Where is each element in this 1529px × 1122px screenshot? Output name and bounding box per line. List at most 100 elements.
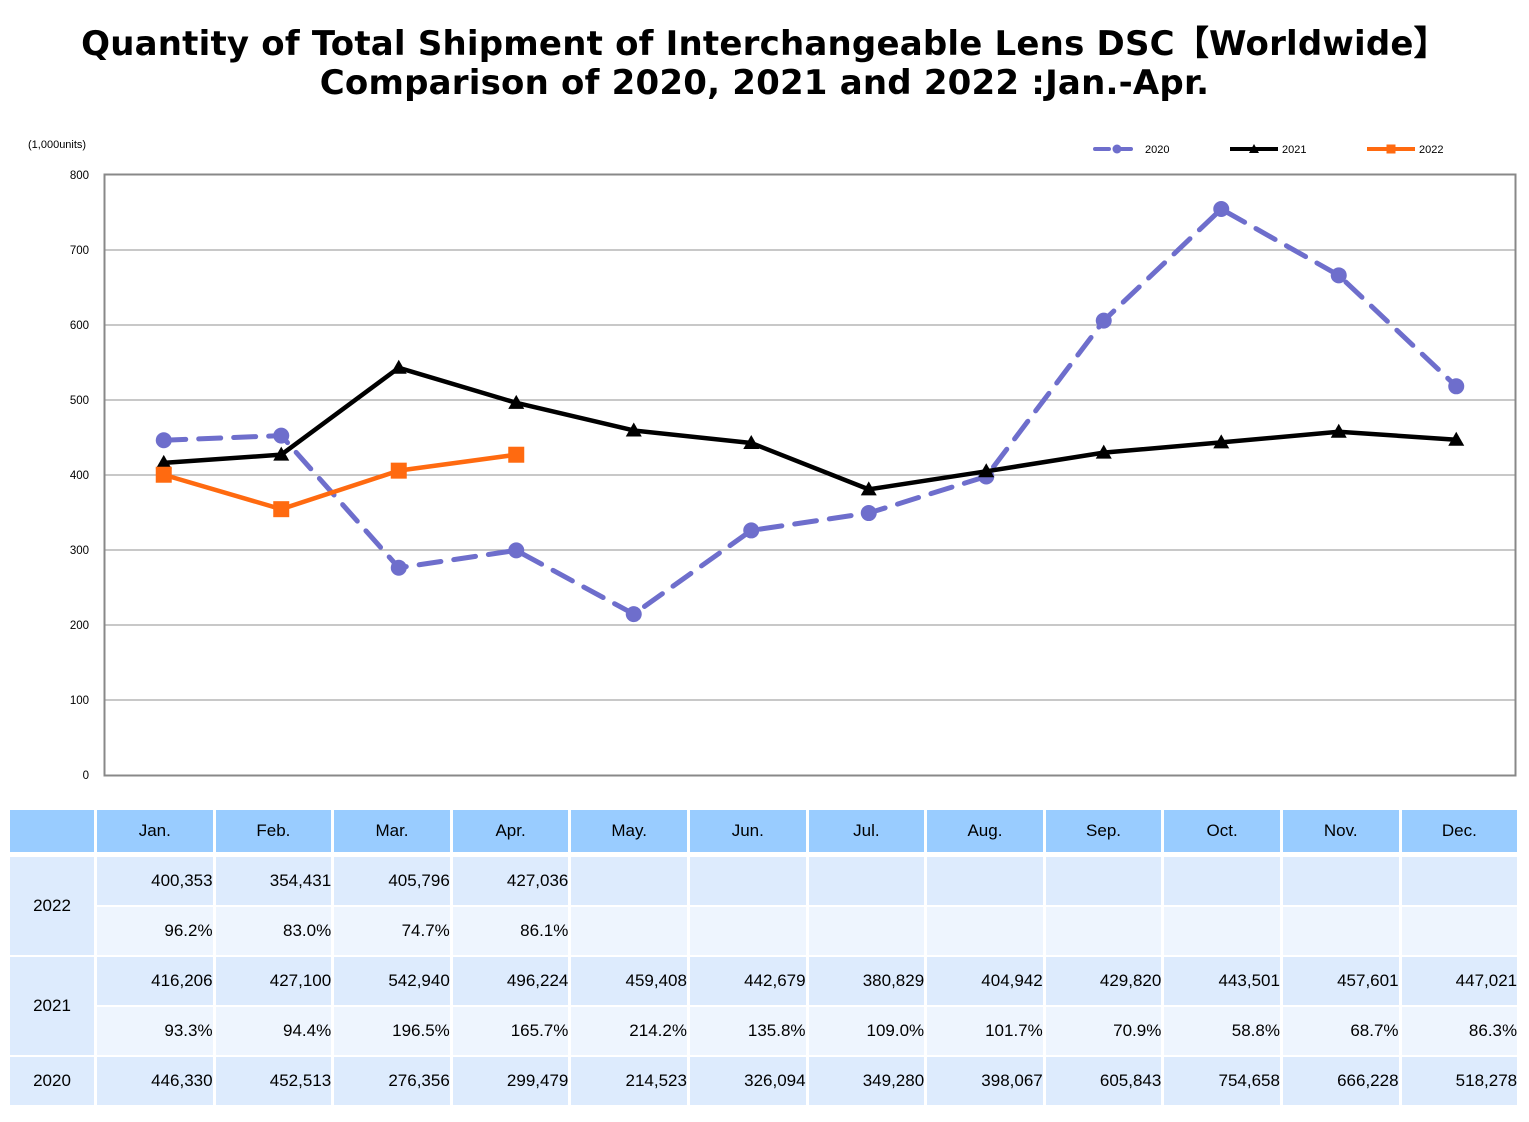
column-header: Jan. [97, 810, 213, 857]
data-point-2021-nov [1330, 423, 1347, 438]
chart-title-line-1: Quantity of Total Shipment of Interchang… [81, 24, 1448, 64]
y-tick-label: 700 [70, 245, 89, 257]
data-point-2021-jul [860, 481, 877, 496]
series-line-2022 [163, 452, 517, 512]
series-line-2020 [161, 206, 1459, 617]
column-header: Sep. [1045, 810, 1162, 857]
units-cell: 354,431 [215, 857, 332, 907]
column-header: May. [571, 810, 687, 857]
column-header: Dec. [1401, 810, 1518, 857]
legend-label-2022: 2022 [1419, 144, 1443, 156]
column-header: Apr. [452, 810, 569, 857]
units-cell: 442,679 [689, 957, 806, 1007]
units-cell: 404,942 [927, 957, 1043, 1007]
ratio-cell: 58.8% [1164, 1007, 1280, 1057]
legend-marker-2021 [1249, 144, 1259, 153]
data-point-2021-sep [1095, 444, 1112, 459]
column-header: Jun. [689, 810, 806, 857]
ratio-cell: 83.0% [215, 907, 332, 957]
data-point-2020-jun [743, 522, 760, 539]
legend-label-2020: 2020 [1145, 144, 1169, 156]
data-point-2021-aug [978, 463, 995, 478]
units-cell [1282, 857, 1399, 907]
ratio-cell [1164, 907, 1280, 957]
chart-title-line-2: Comparison of 2020, 2021 and 2022 :Jan.-… [319, 63, 1210, 103]
legend-item-2022: 2022 [1367, 144, 1443, 156]
legend-item-2020: 2020 [1093, 144, 1169, 156]
table-row-units-2021: 2021 416,206 427,100 542,940 496,224 459,408 4… [10, 957, 1518, 1057]
series-2020 [155, 201, 1465, 623]
data-point-2020-jul [860, 505, 877, 522]
table-row-units-2020: 2020 446,330 452,513 276,356 299,479 214,523 3… [10, 1057, 1518, 1107]
ratio-cell [571, 907, 687, 957]
row-year-label: 2020 [10, 1057, 94, 1107]
data-point-2022-apr [508, 446, 525, 463]
ratio-cell: 109.0% [808, 1007, 925, 1057]
units-cell: 380,829 [808, 957, 925, 1007]
units-cell: 214,523 [571, 1057, 687, 1107]
units-cell: 326,094 [689, 1057, 806, 1107]
data-point-2020-jan [155, 432, 172, 449]
units-cell [1045, 857, 1162, 907]
units-cell: 447,021 [1401, 957, 1518, 1007]
line-chart: 0 100 200 300 400 500 600 700 800 2020 2021 2022 [70, 144, 1517, 782]
ratio-cell: 86.1% [452, 907, 569, 957]
units-cell: 518,278 [1401, 1057, 1518, 1107]
y-tick-label: 800 [70, 170, 89, 182]
units-cell: 400,353 [97, 857, 213, 907]
row-year-label: 2022 [10, 857, 94, 957]
gridlines [105, 249, 1515, 701]
legend-item-2021: 2021 [1230, 144, 1306, 156]
y-tick-label: 600 [70, 320, 89, 332]
data-point-2022-feb [273, 501, 290, 518]
ratio-cell [1282, 907, 1399, 957]
data-point-2020-sep [1095, 312, 1112, 329]
ratio-cell [689, 907, 806, 957]
units-cell: 427,036 [452, 857, 569, 907]
units-cell [689, 857, 806, 907]
units-cell: 349,280 [808, 1057, 925, 1107]
units-cell [927, 857, 1043, 907]
ratio-cell: 96.2% [97, 907, 213, 957]
ratio-cell: 165.7% [452, 1007, 569, 1057]
legend-label-2021: 2021 [1282, 144, 1306, 156]
units-cell: 398,067 [927, 1057, 1043, 1107]
data-point-2020-may [625, 606, 642, 623]
units-cell: 459,408 [571, 957, 687, 1007]
units-cell: 754,658 [1164, 1057, 1280, 1107]
units-cell: 452,513 [215, 1057, 332, 1107]
data-point-2022-jan [155, 466, 172, 483]
units-cell [1401, 857, 1518, 907]
units-cell: 299,479 [452, 1057, 569, 1107]
data-point-2020-mar [390, 559, 407, 576]
ratio-cell [1401, 907, 1518, 957]
ratio-cell [1045, 907, 1162, 957]
data-table: Jan. Feb. Mar. Apr. May. Jun. Jul. Aug. Sep. Oct.… [7, 810, 1520, 1107]
ratio-cell: 94.4% [215, 1007, 332, 1057]
y-tick-label: 0 [83, 770, 89, 782]
y-tick-label: 100 [70, 695, 89, 707]
data-point-2021-mar [390, 359, 407, 374]
column-header: Feb. [215, 810, 332, 857]
series-2022 [155, 446, 525, 518]
units-cell: 405,796 [334, 857, 450, 907]
ratio-cell: 93.3% [97, 1007, 213, 1057]
units-cell: 542,940 [334, 957, 450, 1007]
units-cell: 416,206 [97, 957, 213, 1007]
units-cell [571, 857, 687, 907]
ratio-cell [927, 907, 1043, 957]
units-cell: 605,843 [1045, 1057, 1162, 1107]
y-tick-label: 400 [70, 470, 89, 482]
data-point-2020-apr [508, 542, 525, 559]
ratio-cell: 68.7% [1282, 1007, 1399, 1057]
data-point-2020-oct [1213, 201, 1230, 218]
units-cell: 427,100 [215, 957, 332, 1007]
y-tick-label: 500 [70, 395, 89, 407]
table-row-ratio-2022: 96.2% 83.0% 74.7% 86.1% [10, 907, 1518, 957]
ratio-cell: 74.7% [334, 907, 450, 957]
row-year-label: 2021 [10, 957, 94, 1057]
column-header: Oct. [1164, 810, 1280, 857]
units-cell: 666,228 [1282, 1057, 1399, 1107]
table-header-row: Jan. Feb. Mar. Apr. May. Jun. Jul. Aug. Sep. Oct.… [10, 810, 1518, 857]
legend-marker-2022 [1386, 144, 1396, 154]
